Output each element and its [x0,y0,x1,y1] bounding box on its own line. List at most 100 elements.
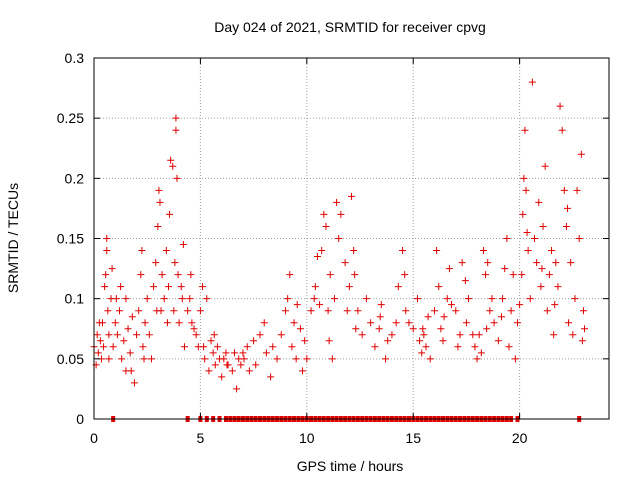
data-point [111,319,119,327]
y-tick-label: 0.2 [65,170,85,186]
data-point [167,156,175,164]
data-point [337,210,345,218]
data-point [296,325,304,333]
data-point [210,331,218,339]
data-point [326,271,334,279]
data-point [163,319,171,327]
data-point [120,337,128,345]
data-point [172,126,180,134]
data-point [560,186,568,194]
data-point [437,325,445,333]
data-point [154,222,162,230]
data-point [94,349,102,357]
y-tick-label: 0.15 [57,231,84,247]
data-point [384,337,392,345]
data-point [539,222,547,230]
data-point [201,355,209,363]
data-point [454,343,462,351]
data-point [579,307,587,315]
data-point [112,295,120,303]
data-point [535,198,543,206]
data-point [318,247,326,255]
data-point [513,319,521,327]
data-point [565,319,573,327]
data-point [562,222,570,230]
data-point [104,307,112,315]
chart-title: Day 024 of 2021, SRMTID for receiver cpv… [214,19,486,35]
data-point [96,337,104,345]
data-point [156,198,164,206]
data-point [554,283,562,291]
data-point [351,271,359,279]
x-tick-label: 0 [90,430,98,446]
data-point [456,331,464,339]
data-point [273,355,281,363]
data-point [138,247,146,255]
data-point [516,301,524,309]
data-point [228,367,236,375]
data-point [375,325,383,333]
data-point [426,355,434,363]
data-point [293,301,301,309]
data-point [190,325,198,333]
data-point [335,235,343,242]
data-point [341,259,349,267]
data-point [301,337,309,345]
data-point [524,247,532,255]
data-point [551,301,559,309]
data-point [127,367,135,375]
data-point [545,271,553,279]
data-point [103,235,111,242]
x-tick-label: 15 [405,430,421,446]
data-point [169,162,177,170]
data-point [218,373,226,381]
data-point [573,186,581,194]
data-point [252,361,260,369]
data-point [284,295,292,303]
data-point [490,319,498,327]
data-point [150,283,158,291]
data-point [180,343,188,351]
data-point [362,295,370,303]
data-point [122,295,130,303]
data-point [292,355,300,363]
data-point [324,307,332,315]
data-point [187,271,195,279]
data-point [420,331,428,339]
data-point [100,343,108,351]
x-tick-label: 5 [197,430,205,446]
data-point [124,325,132,333]
data-point [473,355,481,363]
data-point [320,210,328,218]
data-point [482,271,490,279]
data-point [571,295,579,303]
data-point [556,102,564,110]
data-point [377,301,385,309]
data-point [413,295,421,303]
data-point [452,307,460,315]
data-point [486,307,494,315]
data-point [199,283,207,291]
data-point [392,319,400,327]
data-point [537,283,545,291]
data-point [188,319,196,327]
data-point [526,295,534,303]
data-point [350,247,358,255]
data-point [445,265,453,273]
data-point [303,355,311,363]
data-point [288,343,296,351]
data-point [130,379,138,387]
data-point [575,235,583,242]
data-point [419,325,427,333]
data-point [200,343,208,351]
data-point [458,259,466,267]
data-point [160,295,168,303]
data-point [461,277,469,285]
data-point [577,150,585,158]
data-point [501,265,509,273]
data-point [543,307,551,315]
data-point [155,186,163,194]
data-point [348,192,355,200]
data-point [282,307,290,315]
data-point [435,283,443,291]
